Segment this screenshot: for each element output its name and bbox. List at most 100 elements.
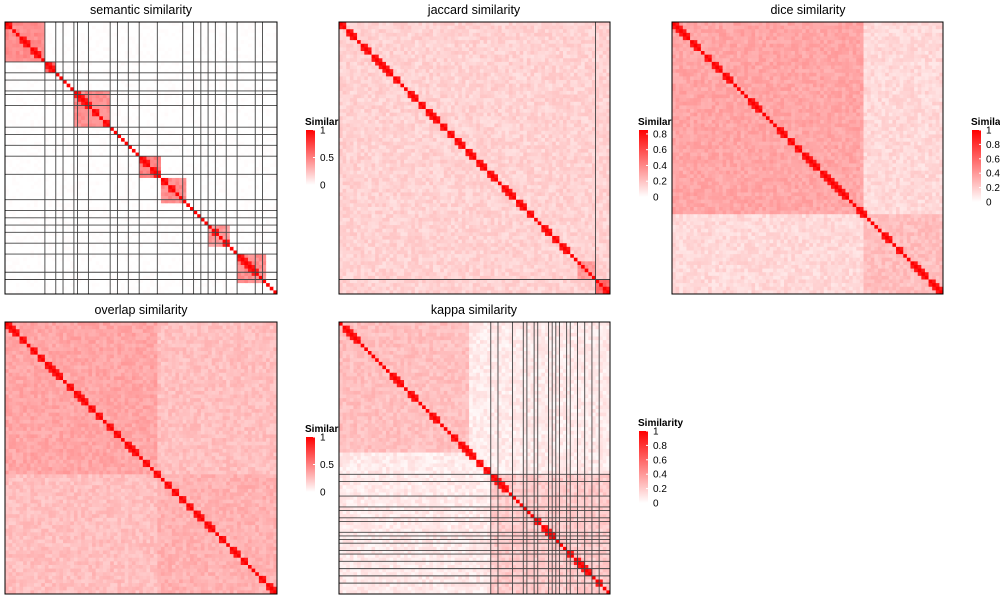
- heatmap-cell: [117, 40, 121, 44]
- heatmap-cell: [194, 47, 198, 51]
- heatmap-cell: [161, 22, 165, 26]
- heatmap-cell: [92, 55, 96, 59]
- heatmap-cell: [248, 40, 252, 44]
- heatmap-cell: [110, 37, 114, 41]
- heatmap-cell: [117, 29, 121, 33]
- heatmap-cell: [16, 44, 20, 48]
- heatmap-cell: [183, 26, 187, 30]
- heatmap-cell: [27, 44, 31, 48]
- heatmap-cell: [63, 51, 67, 55]
- heatmap-cell: [99, 55, 103, 59]
- heatmap-cell: [186, 37, 190, 41]
- heatmap-cell: [262, 22, 266, 26]
- heatmap-cell: [45, 29, 49, 33]
- heatmap-cell: [139, 47, 143, 51]
- heatmap-cell: [27, 51, 31, 55]
- heatmap-cell: [121, 40, 125, 44]
- heatmap-cell: [172, 33, 176, 37]
- heatmap-cell: [56, 33, 60, 37]
- heatmap-cell: [88, 55, 92, 59]
- heatmap-cell: [262, 40, 266, 44]
- heatmap-cell: [150, 55, 154, 59]
- heatmap-cell: [23, 55, 27, 59]
- heatmap-cell: [99, 33, 103, 37]
- heatmap-cell: [201, 47, 205, 51]
- heatmap-cell: [208, 55, 212, 59]
- heatmap-cell: [49, 47, 53, 51]
- heatmap-cell: [194, 55, 198, 59]
- heatmap-cell: [5, 33, 9, 37]
- heatmap-cell: [266, 37, 270, 41]
- heatmap-cell: [78, 33, 82, 37]
- heatmap-cell: [23, 47, 27, 51]
- heatmap-cell: [63, 62, 67, 66]
- heatmap-cell: [201, 44, 205, 48]
- heatmap-cell: [49, 22, 53, 26]
- heatmap-cell: [63, 29, 67, 33]
- heatmap-cell: [110, 47, 114, 51]
- heatmap-cell: [215, 55, 219, 59]
- heatmap-cell: [266, 51, 270, 55]
- heatmap-cell: [56, 62, 60, 66]
- heatmap-cell: [241, 51, 245, 55]
- heatmap-cell: [34, 62, 38, 66]
- heatmap-cell: [201, 51, 205, 55]
- heatmap-cell: [219, 33, 223, 37]
- heatmap-cell: [9, 51, 13, 55]
- heatmap-cell: [88, 62, 92, 66]
- heatmap-cell: [34, 44, 38, 48]
- heatmap-cell: [237, 40, 241, 44]
- heatmap-cell: [30, 62, 34, 66]
- heatmap-cell: [172, 44, 176, 48]
- heatmap-cell: [92, 40, 96, 44]
- heatmap-cell: [27, 47, 31, 51]
- heatmap-cell: [103, 33, 107, 37]
- heatmap-cell: [186, 22, 190, 26]
- heatmap-cell: [165, 29, 169, 33]
- heatmap-cell: [78, 47, 82, 51]
- heatmap-cell: [201, 37, 205, 41]
- heatmap-cell: [23, 26, 27, 30]
- heatmap-cell: [132, 29, 136, 33]
- heatmap-cell: [103, 62, 107, 66]
- heatmap-cell: [27, 22, 31, 26]
- heatmap-cell: [262, 44, 266, 48]
- heatmap-cell: [132, 26, 136, 30]
- heatmap-cell: [88, 51, 92, 55]
- heatmap-cell: [5, 29, 9, 33]
- heatmap-cell: [262, 55, 266, 59]
- heatmap-cell: [34, 47, 38, 51]
- heatmap-cell: [78, 55, 82, 59]
- heatmap-cell: [34, 29, 38, 33]
- heatmap-cell: [92, 51, 96, 55]
- heatmap-cell: [248, 33, 252, 37]
- heatmap-cell: [38, 33, 42, 37]
- heatmap-cell: [16, 47, 20, 51]
- heatmap-cell: [208, 47, 212, 51]
- heatmap-cell: [9, 47, 13, 51]
- heatmap-cell: [237, 22, 241, 26]
- heatmap-cell: [56, 51, 60, 55]
- heatmap-cell: [16, 55, 20, 59]
- heatmap-cell: [168, 33, 172, 37]
- heatmap-cell: [16, 33, 20, 37]
- heatmap-cell: [255, 22, 259, 26]
- heatmap-cell: [38, 44, 42, 48]
- heatmap-cell: [139, 37, 143, 41]
- heatmap-cell: [45, 62, 49, 66]
- heatmap-cell: [237, 33, 241, 37]
- heatmap-cell: [81, 22, 85, 26]
- heatmap-cell: [219, 51, 223, 55]
- heatmap-cell: [139, 29, 143, 33]
- heatmap-cell: [161, 47, 165, 51]
- heatmap-cell: [67, 44, 71, 48]
- heatmap-cell: [266, 47, 270, 51]
- heatmap-cell: [9, 26, 13, 30]
- heatmap-cell: [219, 55, 223, 59]
- heatmap-cell: [139, 26, 143, 30]
- heatmap-cell: [194, 29, 198, 33]
- heatmap-cell: [230, 37, 234, 41]
- heatmap-cell: [226, 51, 230, 55]
- heatmap-cell: [241, 37, 245, 41]
- heatmap-cell: [175, 33, 179, 37]
